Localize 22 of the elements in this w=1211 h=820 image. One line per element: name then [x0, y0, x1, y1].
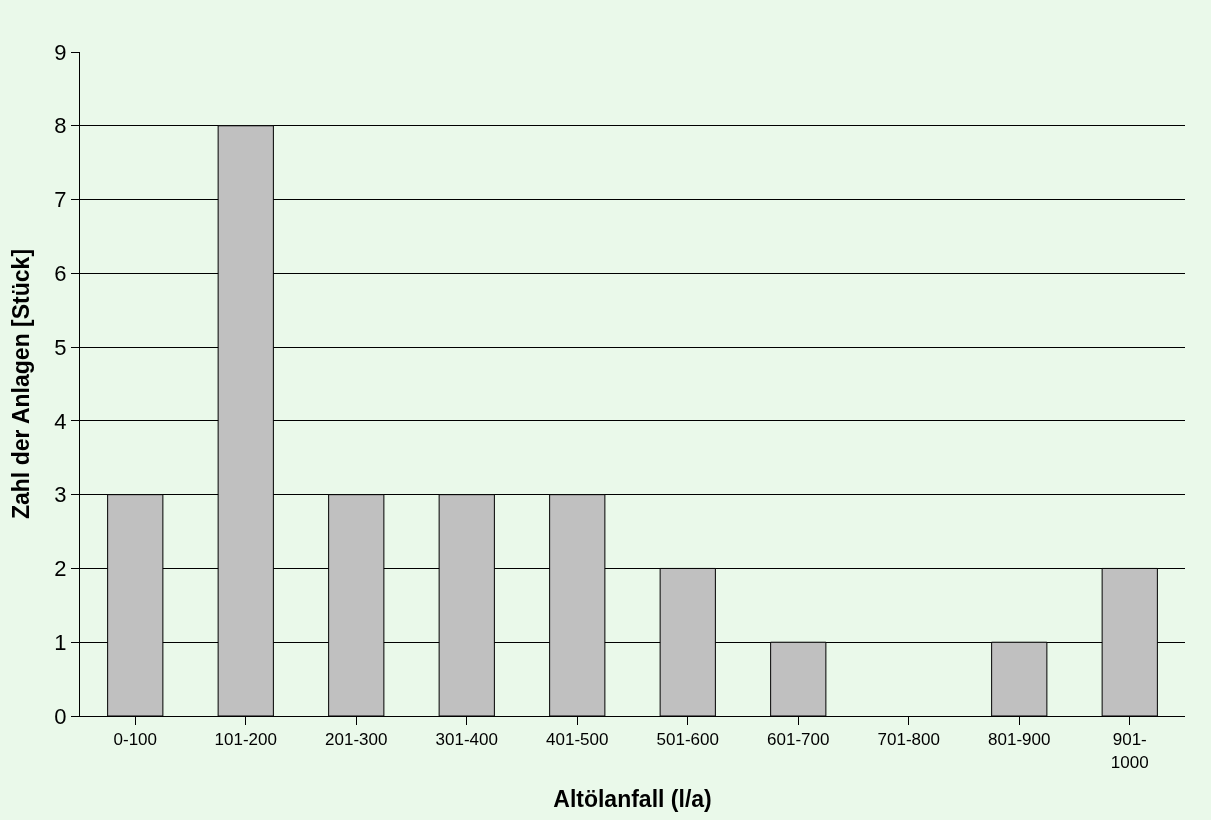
y-tick-label: 0 [54, 703, 67, 729]
x-tick-label: 201-300 [325, 730, 388, 750]
x-tick-label: 801-900 [988, 730, 1051, 750]
x-tick-label: 101-200 [214, 730, 277, 750]
y-axis-title: Zahl der Anlagen [Stück] [7, 248, 34, 520]
y-tick-label: 4 [54, 408, 67, 434]
x-tick-label: 701-800 [877, 730, 940, 750]
x-axis-title: Altölanfall (l/a) [553, 786, 712, 813]
y-tick-label: 9 [54, 39, 67, 65]
x-tick-label: 901- 1000 [1110, 730, 1149, 772]
y-tick-label: 5 [54, 334, 67, 360]
x-tick-label: 0-100 [113, 730, 157, 750]
y-tick-label: 6 [54, 261, 67, 287]
y-tick-label: 3 [54, 482, 67, 508]
y-tick-label: 1 [54, 629, 67, 655]
x-tick-label: 301-400 [435, 730, 498, 750]
x-tick-label: 501-600 [656, 730, 719, 750]
y-tick-label: 2 [54, 556, 67, 582]
y-tick-label: 7 [54, 187, 67, 213]
x-tick-label: 401-500 [546, 730, 609, 750]
y-tick-label: 8 [54, 113, 67, 139]
x-tick-label: 601-700 [767, 730, 830, 750]
